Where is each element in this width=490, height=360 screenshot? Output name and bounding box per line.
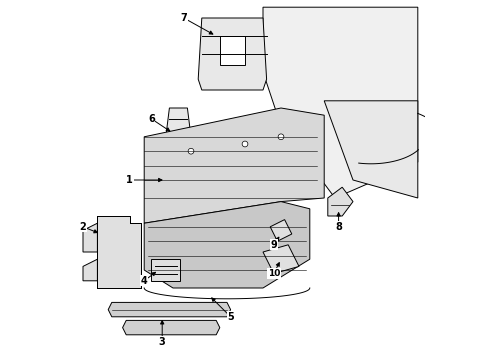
Text: 9: 9 [270, 240, 277, 250]
Text: 1: 1 [126, 175, 133, 185]
Text: 8: 8 [335, 222, 342, 232]
Polygon shape [198, 18, 267, 90]
Polygon shape [324, 101, 418, 198]
Polygon shape [122, 320, 220, 335]
Text: 2: 2 [80, 222, 86, 232]
Text: 6: 6 [148, 114, 155, 124]
Polygon shape [144, 108, 324, 223]
Polygon shape [83, 259, 98, 281]
Polygon shape [263, 245, 299, 274]
Polygon shape [151, 259, 180, 281]
Text: 10: 10 [268, 269, 280, 278]
Text: 3: 3 [159, 337, 166, 347]
Polygon shape [98, 216, 141, 288]
Text: 5: 5 [227, 312, 234, 322]
Polygon shape [166, 108, 191, 137]
Polygon shape [144, 202, 310, 288]
Circle shape [278, 134, 284, 140]
Polygon shape [328, 187, 353, 216]
Polygon shape [263, 7, 418, 198]
Polygon shape [220, 36, 245, 65]
Polygon shape [108, 302, 231, 317]
Text: 7: 7 [180, 13, 187, 23]
Circle shape [188, 148, 194, 154]
Polygon shape [83, 223, 98, 252]
Polygon shape [270, 220, 292, 241]
Text: 4: 4 [141, 276, 147, 286]
Circle shape [242, 141, 248, 147]
